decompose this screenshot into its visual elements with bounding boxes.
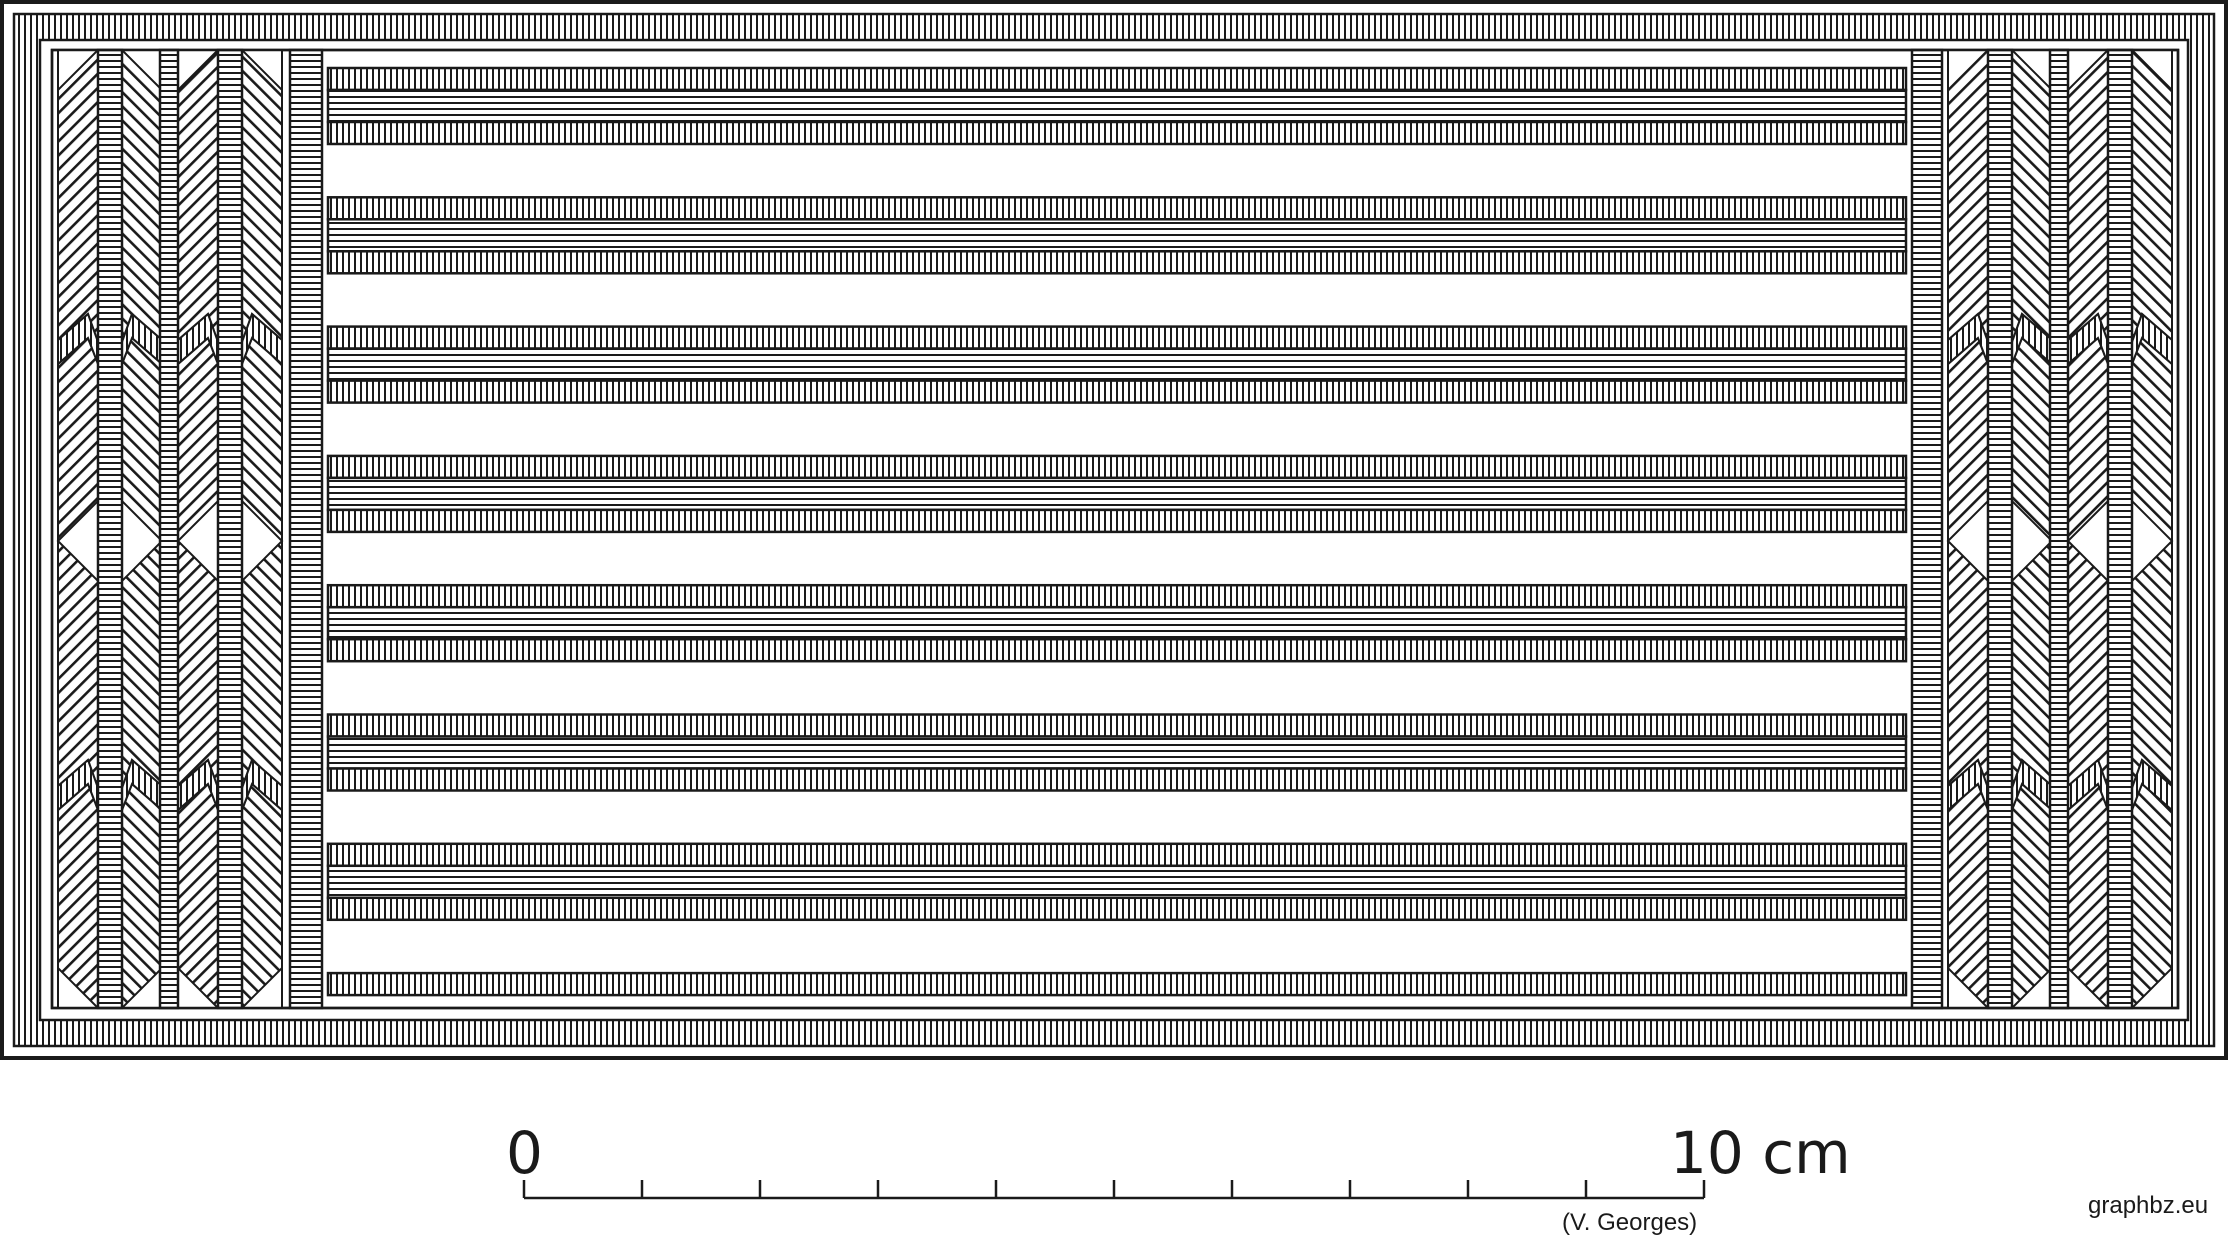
vertical-ribbed-strip <box>158 48 180 1010</box>
striped-band <box>326 864 1908 900</box>
column-spine <box>2106 48 2134 1010</box>
ribbed-band <box>326 250 1908 275</box>
ribbed-band <box>326 379 1908 404</box>
vertical-ribbed-strip <box>2048 48 2070 1010</box>
ribbed-band <box>326 971 1908 997</box>
field-outline <box>50 48 2180 1010</box>
credit-label: graphbz.eu <box>2088 1192 2209 1219</box>
ribbed-band <box>326 120 1908 146</box>
ribbed-band <box>326 325 1908 350</box>
ribbed-band <box>326 454 1908 480</box>
striped-band <box>326 218 1908 253</box>
ribbed-band <box>326 66 1908 92</box>
striped-band <box>326 735 1908 770</box>
ribbed-band <box>326 583 1908 609</box>
ribbed-band <box>326 713 1908 738</box>
vertical-ribbed-strip <box>1910 48 1944 1010</box>
ribbed-band <box>326 767 1908 792</box>
striped-band <box>326 347 1908 382</box>
ribbed-band <box>326 508 1908 534</box>
ribbed-band <box>326 196 1908 221</box>
scale-bar <box>522 1180 1706 1200</box>
column-spine <box>216 48 244 1010</box>
striped-band <box>326 605 1908 641</box>
scale-end-label: 10 cm <box>1670 1119 1851 1187</box>
striped-band <box>326 88 1908 124</box>
scale-start-label: 0 <box>506 1119 543 1187</box>
textile-fragment <box>0 0 2228 1060</box>
ribbed-band <box>326 896 1908 922</box>
scale-author-label: (V. Georges) <box>1562 1209 1698 1236</box>
vertical-ribbed-strip <box>288 48 324 1010</box>
striped-band <box>326 476 1908 512</box>
column-spine <box>1986 48 2014 1010</box>
column-spine <box>96 48 124 1010</box>
ribbed-band <box>326 842 1908 868</box>
ribbed-band <box>326 637 1908 663</box>
